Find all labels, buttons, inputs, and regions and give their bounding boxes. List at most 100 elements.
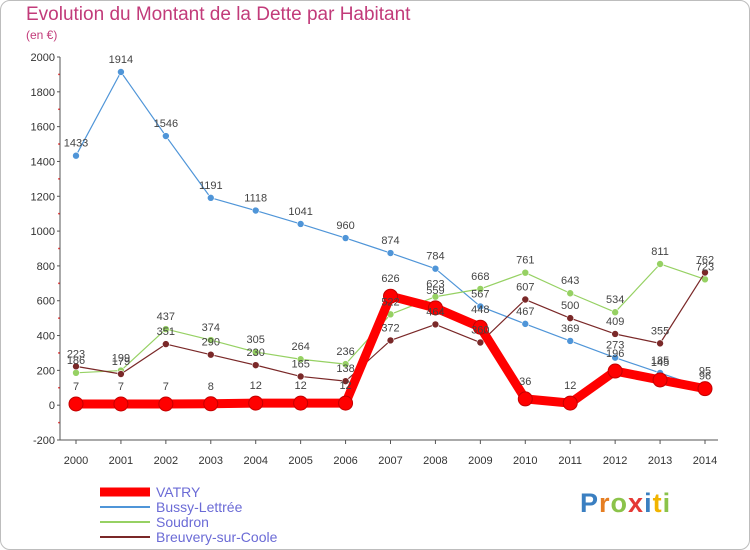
data-point — [117, 68, 125, 76]
data-point — [476, 338, 485, 347]
x-tick-label: 2002 — [154, 455, 178, 467]
data-point — [113, 396, 129, 412]
y-tick-label: 1200 — [31, 191, 55, 203]
data-label: 138 — [336, 363, 354, 375]
data-label: 185 — [651, 355, 669, 367]
x-tick-label: 2000 — [64, 455, 88, 467]
y-tick-label: 1000 — [31, 226, 55, 238]
data-label: 199 — [112, 353, 130, 365]
data-label: 448 — [471, 304, 489, 316]
data-point — [341, 360, 350, 368]
data-point — [383, 288, 398, 304]
data-label: 784 — [426, 251, 444, 263]
data-label: 409 — [606, 316, 624, 328]
data-point — [701, 268, 709, 277]
data-label: 12 — [295, 380, 307, 392]
data-label: 7 — [118, 381, 124, 393]
data-point — [296, 355, 305, 364]
data-label: 464 — [426, 306, 444, 318]
data-label: 186 — [67, 355, 85, 367]
data-point — [251, 348, 260, 356]
x-tick-label: 2014 — [693, 455, 717, 467]
data-point — [117, 370, 125, 378]
data-label: 230 — [247, 347, 265, 359]
y-minor-tick — [58, 317, 60, 320]
x-tick-label: 2005 — [288, 455, 312, 467]
y-tick-label: 1800 — [31, 87, 55, 99]
data-label: 7 — [73, 381, 79, 393]
legend-label: Soudron — [156, 514, 209, 530]
data-label: 626 — [381, 273, 399, 285]
data-label: 762 — [696, 255, 714, 267]
data-point — [296, 372, 305, 381]
x-tick-label: 2003 — [199, 455, 223, 467]
x-tick-label: 2006 — [333, 455, 357, 467]
data-point — [476, 285, 485, 293]
chart-title: Evolution du Montant de la Dette par Hab… — [26, 4, 411, 25]
data-point — [206, 336, 215, 344]
data-label: 1433 — [64, 138, 88, 150]
data-label: 559 — [426, 285, 444, 297]
data-point — [427, 300, 443, 316]
data-point — [296, 220, 305, 228]
data-label: 723 — [696, 261, 714, 273]
data-label: 643 — [561, 275, 579, 287]
data-point — [521, 295, 530, 304]
data-point — [611, 330, 619, 338]
data-label: 305 — [247, 334, 265, 346]
y-minor-tick — [58, 386, 60, 389]
data-point — [656, 339, 664, 348]
data-label: 374 — [202, 322, 220, 334]
data-label: 1914 — [109, 54, 133, 66]
y-minor-tick — [58, 73, 60, 76]
data-label: 467 — [516, 306, 534, 318]
data-point — [251, 206, 260, 215]
data-point — [562, 395, 578, 411]
x-tick-label: 2004 — [243, 455, 267, 467]
legend-label: Breuvery-sur-Coole — [156, 529, 278, 545]
data-point — [162, 340, 170, 348]
legend-label: VATRY — [156, 484, 201, 500]
y-minor-tick — [58, 177, 60, 180]
y-minor-tick — [58, 212, 60, 215]
data-label: 500 — [561, 300, 579, 312]
x-tick-label: 2011 — [558, 455, 582, 467]
data-point — [72, 369, 80, 377]
data-label: 36 — [519, 376, 531, 388]
data-point — [566, 337, 575, 345]
data-label: 437 — [157, 311, 175, 323]
x-tick-label: 2008 — [423, 455, 447, 467]
y-tick-label: 1600 — [31, 122, 55, 134]
data-label: 7 — [163, 381, 169, 393]
data-label: 360 — [471, 325, 489, 337]
data-label: 522 — [381, 296, 399, 308]
y-minor-tick — [58, 108, 60, 111]
x-tick-label: 2009 — [468, 455, 492, 467]
data-label: 369 — [561, 323, 579, 335]
x-tick-label: 2007 — [378, 455, 402, 467]
data-point — [697, 381, 713, 397]
data-point — [431, 264, 440, 273]
data-point — [341, 234, 350, 242]
data-point — [68, 396, 84, 412]
data-point — [206, 194, 215, 202]
data-label: 668 — [471, 271, 489, 283]
y-tick-label: -200 — [33, 435, 55, 447]
x-tick-label: 2013 — [648, 455, 672, 467]
x-tick-label: 2012 — [603, 455, 627, 467]
data-point — [566, 289, 575, 298]
data-point — [611, 308, 619, 317]
y-tick-label: 800 — [37, 261, 55, 273]
data-label: 960 — [336, 220, 354, 232]
data-label: 95 — [699, 366, 711, 378]
data-point — [431, 292, 440, 301]
y-tick-label: 0 — [49, 400, 55, 412]
data-point — [517, 391, 533, 407]
data-label: 273 — [606, 340, 624, 352]
data-label: 264 — [291, 341, 309, 353]
data-point — [158, 396, 174, 412]
y-tick-label: 400 — [37, 331, 55, 343]
y-tick-label: 600 — [37, 296, 55, 308]
